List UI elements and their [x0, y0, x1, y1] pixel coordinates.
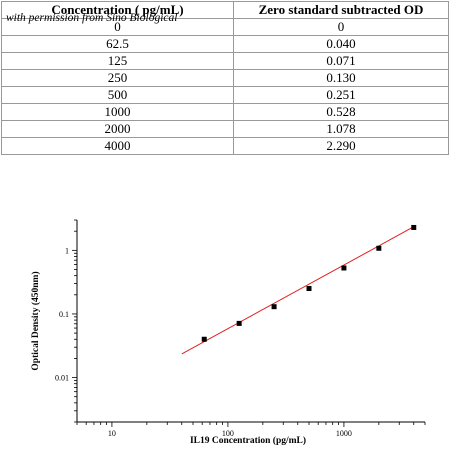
data-point: [341, 265, 347, 271]
cell-od: 0: [233, 18, 449, 36]
table-row: 4000 2.290: [1, 137, 449, 155]
cell-concentration: 2000: [1, 120, 234, 138]
x-axis-label: IL19 Concentration (pg/mL): [190, 435, 306, 446]
header-od: Zero standard subtracted OD: [233, 1, 449, 19]
cell-concentration: 1000: [1, 103, 234, 121]
cell-od: 1.078: [233, 120, 449, 138]
cell-concentration: 500: [1, 86, 234, 104]
data-point: [201, 336, 207, 342]
cell-od: 0.040: [233, 35, 449, 53]
table-row: 125 0.071: [1, 52, 449, 70]
y-tick-label: 1: [65, 246, 69, 255]
cell-concentration: 62.5: [1, 35, 234, 53]
standard-curve-chart: 10 100 1000 0.01 0.1 1 IL19 Concentration (pg…: [30, 219, 426, 446]
cell-od: 0.528: [233, 103, 449, 121]
standard-curve-table: Concentration ( pg/mL) with permission f…: [1, 1, 449, 155]
y-tick-label: 0.01: [55, 374, 69, 383]
cell-od: 2.290: [233, 137, 449, 155]
fit-line: [181, 226, 414, 355]
header-concentration: Concentration ( pg/mL) with permission f…: [1, 1, 234, 24]
credit-watermark: with permission from Sino Biological: [6, 12, 178, 24]
data-point: [271, 304, 277, 310]
cell-od: 0.130: [233, 69, 449, 87]
cell-concentration: 4000: [1, 137, 234, 155]
table-row: 1000 0.528: [1, 103, 449, 121]
data-point: [236, 320, 242, 326]
x-tick-label: 100: [222, 429, 234, 438]
data-point: [411, 224, 417, 230]
x-tick-label: 10: [108, 429, 116, 438]
y-axis-label: Optical Density (450nm): [30, 271, 41, 370]
table-row: 2000 1.078: [1, 120, 449, 138]
table-header-row: Concentration ( pg/mL) with permission f…: [1, 1, 449, 24]
cell-concentration: 250: [1, 69, 234, 87]
cell-od: 0.251: [233, 86, 449, 104]
y-tick-label: 0.1: [59, 310, 69, 319]
axes: 10 100 1000 0.01 0.1 1: [55, 219, 426, 438]
cell-od: 0.071: [233, 52, 449, 70]
table-row: 250 0.130: [1, 69, 449, 87]
x-tick-label: 1000: [336, 429, 352, 438]
cell-concentration: 125: [1, 52, 234, 70]
data-point: [306, 286, 312, 292]
table-row: 62.5 0.040: [1, 35, 449, 53]
chart-marks: [181, 224, 417, 355]
header-concentration-label: Concentration ( pg/mL): [51, 2, 184, 17]
table-row: 500 0.251: [1, 86, 449, 104]
data-point: [376, 245, 382, 251]
